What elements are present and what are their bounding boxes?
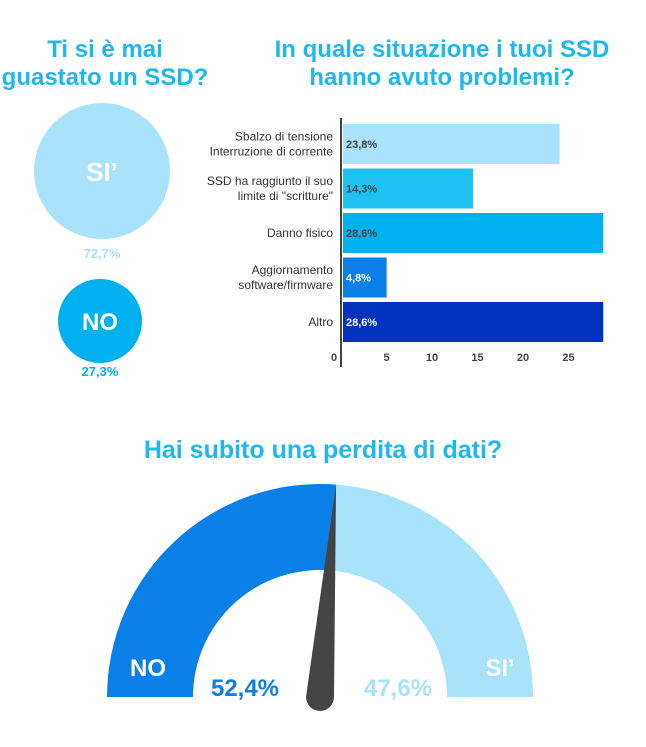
bubble-no: [58, 279, 142, 363]
x-tick-label: 10: [426, 352, 438, 364]
category-label: Aggiornamento: [252, 263, 334, 277]
gauge-label: NO: [130, 655, 166, 682]
category-label: SSD ha raggiunto il suo: [207, 174, 333, 188]
bar-value: 23,8%: [346, 139, 377, 151]
bar-value: 28,6%: [346, 228, 377, 240]
bar-value: 14,3%: [346, 184, 377, 196]
bar: [343, 124, 560, 164]
category-label: Altro: [308, 315, 333, 329]
gauge-si-segment: [329, 484, 533, 697]
x-tick-label: 15: [471, 352, 483, 364]
bar: [343, 213, 604, 253]
category-label: limite di "scritture": [238, 189, 333, 203]
x-tick-label: 20: [517, 352, 529, 364]
gauge-needle: [306, 484, 337, 711]
bar: [343, 302, 604, 342]
x-tick-label: 25: [562, 352, 574, 364]
bubble-value: 72,7%: [84, 246, 121, 261]
x-tick-label: 0: [331, 352, 337, 364]
gauge-no-segment: [107, 483, 337, 697]
bar: [343, 168, 474, 209]
gauge-value: 47,6%: [364, 675, 432, 702]
bubble-label: SI’: [86, 157, 118, 187]
x-tick-label: 5: [383, 352, 389, 364]
gauge-title: Hai subito una perdita di dati?: [143, 436, 503, 464]
bubble-title: Ti si è mai guastato un SSD?: [1, 36, 209, 91]
bar-value: 28,6%: [346, 317, 377, 329]
category-label: software/firmware: [238, 278, 333, 292]
gauge-label: SI’: [485, 655, 514, 682]
bubble-label: NO: [82, 309, 118, 336]
bar: [343, 257, 387, 298]
bar-title: In quale situazione i tuoi SSD hanno avu…: [274, 36, 610, 91]
category-label: Sbalzo di tensione: [235, 130, 333, 144]
category-label: Danno fisico: [267, 226, 333, 240]
bar-value: 4,8%: [346, 273, 371, 285]
bubble-si: [34, 103, 170, 239]
category-label: Interruzione di corrente: [210, 145, 334, 159]
bubble-value: 27,3%: [82, 364, 119, 379]
gauge-value: 52,4%: [211, 675, 279, 702]
